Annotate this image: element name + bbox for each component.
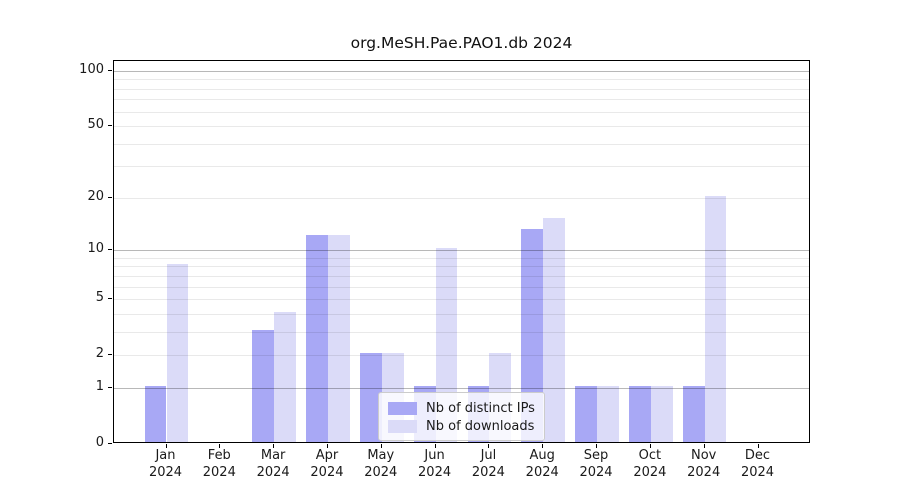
bar-downloads: [274, 311, 296, 442]
x-axis-tick-label: Mar 2024: [256, 448, 290, 480]
gridline-major: [114, 387, 809, 389]
y-axis-tick: [108, 386, 112, 388]
y-axis-tick: [108, 443, 112, 444]
bar-distinct-ips: [359, 353, 382, 442]
x-axis-tick-label: Apr 2024: [310, 448, 344, 480]
x-axis-tick-label: Jan 2024: [148, 448, 183, 480]
bar-distinct-ips: [682, 385, 705, 442]
bar-downloads: [543, 217, 566, 442]
legend-swatch-distinct-ips: [388, 402, 417, 415]
y-axis-tick-label: 10: [87, 241, 104, 257]
legend: Nb of distinct IPs Nb of downloads: [378, 392, 545, 441]
gridline-minor: [114, 299, 809, 301]
legend-swatch-downloads: [388, 420, 417, 433]
x-axis-tick-label: Feb 2024: [202, 448, 236, 480]
x-axis-tick-label: Aug 2024: [525, 448, 559, 480]
gridline-minor: [114, 79, 809, 81]
bar-distinct-ips: [575, 385, 598, 442]
chart-title: org.MeSH.Pae.PAO1.db 2024: [350, 34, 573, 52]
bar-downloads: [166, 264, 189, 442]
gridline-minor: [114, 88, 809, 90]
legend-item: Nb of distinct IPs: [379, 400, 544, 417]
gridline-minor: [114, 143, 809, 145]
gridline-minor: [114, 197, 809, 199]
bar-distinct-ips: [144, 385, 167, 442]
bar-downloads: [704, 195, 727, 442]
gridline-minor: [114, 355, 809, 357]
bar-distinct-ips: [252, 329, 275, 442]
gridline-minor: [114, 266, 809, 268]
gridline-major: [114, 71, 809, 72]
x-axis-tick: [542, 444, 544, 448]
gridline-minor: [114, 275, 809, 277]
y-axis-tick-label: 0: [95, 435, 104, 450]
gridline-minor: [114, 99, 809, 101]
bar-downloads: [597, 385, 619, 442]
plot-area: Nb of distinct IPs Nb of downloads: [113, 60, 810, 443]
gridline-minor: [114, 126, 809, 128]
gridline-minor: [114, 257, 809, 259]
x-axis-tick: [380, 444, 382, 448]
bar-distinct-ips: [629, 385, 651, 442]
y-axis-tick: [108, 298, 112, 300]
bar-distinct-ips: [521, 228, 544, 442]
x-axis-tick: [596, 444, 598, 448]
x-axis-tick-label: May 2024: [364, 448, 398, 480]
y-axis-tick-label: 2: [95, 346, 104, 362]
y-axis-tick-label: 100: [79, 62, 104, 77]
x-axis-tick: [703, 444, 705, 448]
x-axis-tick-label: Nov 2024: [687, 448, 721, 480]
x-axis-tick: [434, 444, 436, 448]
gridline-minor: [114, 111, 809, 113]
x-axis-tick-label: Jun 2024: [418, 448, 452, 480]
gridline-minor: [114, 286, 809, 288]
x-axis-tick: [757, 444, 759, 448]
gridline-major: [114, 250, 809, 252]
gridline-minor: [114, 166, 809, 168]
legend-label: Nb of distinct IPs: [426, 401, 535, 416]
x-axis-tick: [219, 444, 221, 448]
y-axis-tick: [108, 354, 112, 356]
x-axis-tick-label: Dec 2024: [740, 448, 775, 480]
bar-downloads: [327, 234, 350, 442]
gridline-minor: [114, 331, 809, 333]
y-axis-tick-label: 1: [95, 378, 104, 394]
y-axis-tick-label: 50: [87, 117, 104, 133]
x-axis-tick-label: Sep 2024: [579, 448, 613, 480]
legend-label: Nb of downloads: [426, 419, 535, 434]
y-axis-tick: [108, 196, 112, 198]
x-axis-tick-label: Jul 2024: [471, 448, 505, 480]
y-axis-tick: [108, 70, 112, 71]
bar-downloads: [650, 385, 673, 442]
y-axis-tick-label: 20: [87, 188, 104, 204]
x-axis-tick: [273, 444, 275, 448]
x-axis-tick: [326, 444, 328, 448]
x-axis-tick: [165, 444, 167, 448]
y-axis-tick: [108, 125, 112, 127]
gridline-minor: [114, 313, 809, 315]
x-axis-tick: [649, 444, 651, 448]
y-axis-tick-label: 5: [95, 290, 104, 306]
bar-distinct-ips: [306, 234, 328, 442]
x-axis-tick: [488, 444, 490, 448]
x-axis-tick-label: Oct 2024: [633, 448, 667, 480]
legend-item: Nb of downloads: [379, 418, 544, 435]
y-axis-tick: [108, 249, 112, 251]
